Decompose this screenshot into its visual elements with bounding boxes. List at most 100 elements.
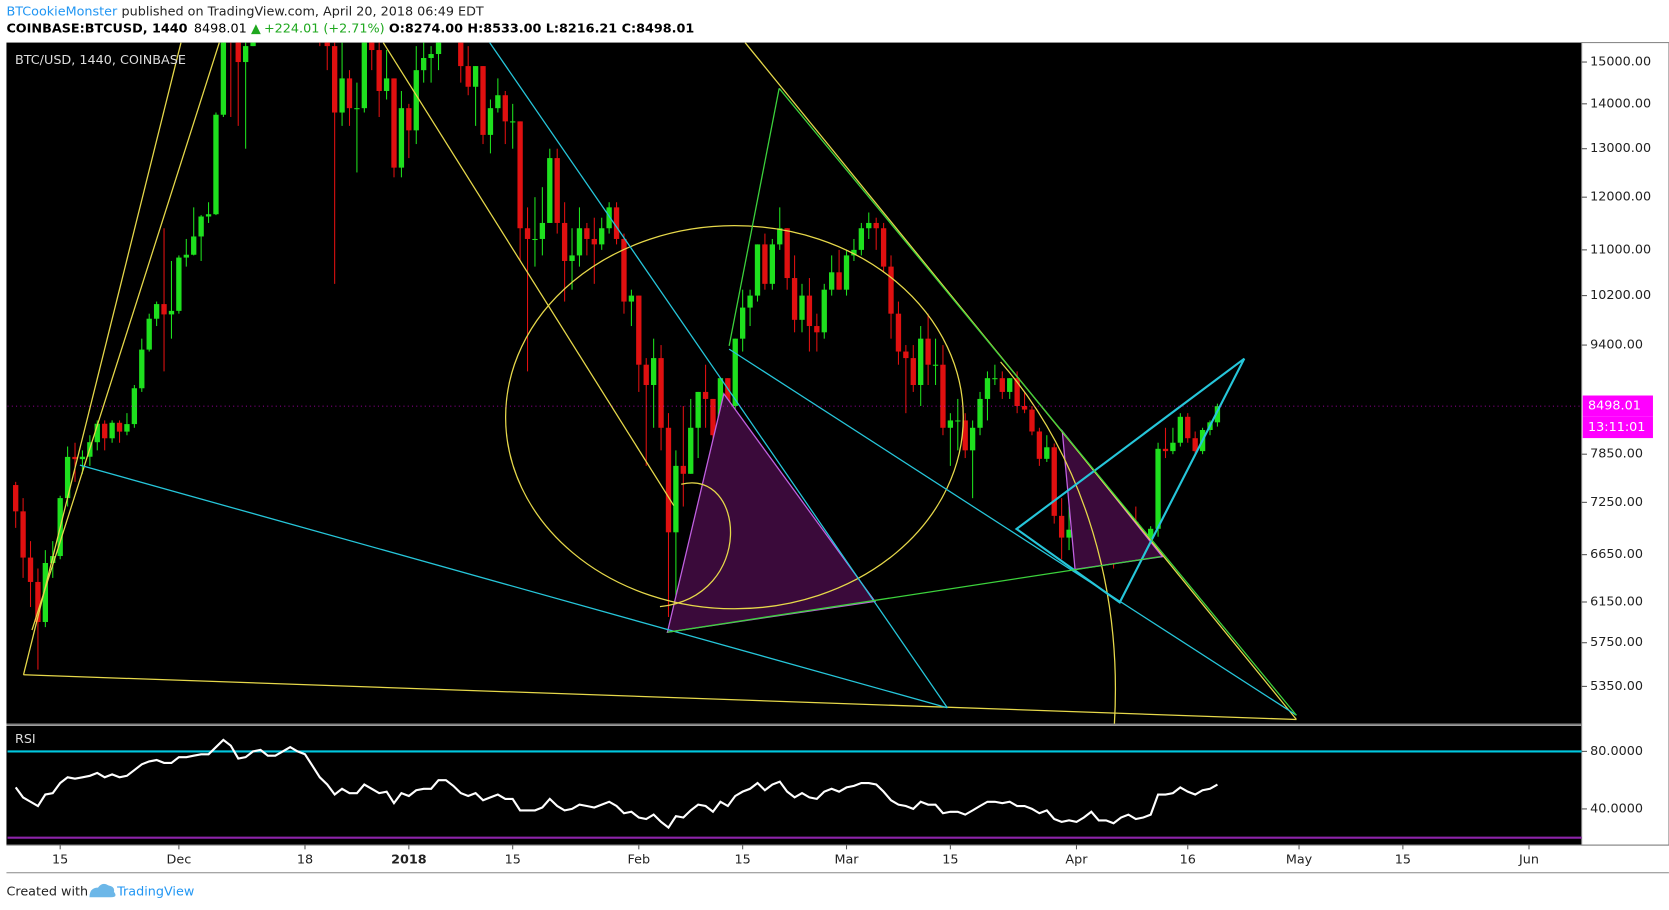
- candle-body: [791, 278, 798, 320]
- candle-body: [361, 42, 367, 109]
- candle-body: [472, 66, 479, 87]
- candle-body: [784, 228, 790, 279]
- x-tick-label: May: [1286, 852, 1313, 867]
- candle-body: [925, 338, 931, 365]
- candle-body: [94, 423, 100, 443]
- trendline: [489, 42, 948, 709]
- candle-body: [213, 114, 219, 215]
- candle-body: [665, 427, 672, 533]
- candle-body: [591, 238, 597, 245]
- candle-body: [829, 272, 835, 290]
- candle-body: [1192, 438, 1198, 452]
- candle-body: [754, 244, 761, 296]
- candle-body: [517, 121, 523, 229]
- trendline: [667, 556, 1161, 633]
- trendline: [22, 42, 182, 675]
- y-tick-label: 7250.00: [1590, 495, 1643, 510]
- circle: [504, 224, 964, 610]
- candle-body: [242, 46, 249, 63]
- candle-body: [1007, 378, 1013, 392]
- pane-title: BTC/USD, 1440, COINBASE: [15, 53, 186, 68]
- candle-body: [747, 295, 753, 308]
- candle-body: [806, 295, 813, 327]
- y-tick-label: 15000.00: [1590, 55, 1651, 70]
- candle-body: [176, 257, 182, 311]
- candle-body: [109, 422, 115, 439]
- y-tick-label: 13000.00: [1590, 141, 1651, 156]
- candle-body: [880, 228, 887, 267]
- x-tick-label: 16: [1180, 852, 1196, 867]
- drawings: [22, 42, 1297, 724]
- candle-body: [895, 313, 902, 352]
- author[interactable]: BTCookieMonster: [6, 4, 118, 19]
- candle-body: [205, 214, 212, 217]
- footer-brand[interactable]: TradingView: [116, 884, 194, 899]
- candle-body: [858, 228, 865, 250]
- x-tick-label: 15: [942, 852, 958, 867]
- trendline: [382, 42, 675, 506]
- candle-body: [680, 465, 686, 474]
- candle-body: [346, 78, 353, 109]
- candle-body: [1044, 447, 1050, 459]
- x-tick-label: 18: [297, 852, 313, 867]
- candle-body: [64, 456, 71, 499]
- candle-body: [977, 398, 983, 428]
- x-tick-label: 15: [52, 852, 68, 867]
- candle-body: [250, 42, 256, 47]
- candle-body: [732, 338, 738, 407]
- candle-body: [584, 228, 590, 239]
- candle-body: [621, 238, 627, 302]
- y-tick-label: 9400.00: [1590, 338, 1643, 353]
- countdown-box: [1582, 416, 1653, 439]
- y-tick-label: 10200.00: [1590, 288, 1651, 303]
- candle-body: [695, 391, 701, 428]
- candle-body: [576, 228, 583, 256]
- y-tick-label: 80.0000: [1590, 744, 1643, 759]
- price-axis: [1581, 42, 1669, 846]
- candle-body: [1162, 448, 1169, 452]
- candle-body: [628, 295, 635, 302]
- candle-body: [851, 249, 857, 256]
- candle-body: [465, 66, 471, 87]
- y-tick-label: 14000.00: [1590, 96, 1651, 111]
- candle-body: [769, 244, 775, 284]
- candle-body: [613, 207, 620, 239]
- y-tick-label: 40.0000: [1590, 801, 1643, 816]
- legend-ohlc: O:8274.00 H:8533.00 L:8216.21 C:8498.01: [389, 21, 694, 36]
- candle-body: [1177, 416, 1183, 443]
- candle-body: [561, 222, 568, 261]
- candle-body: [139, 349, 145, 389]
- candle-body: [999, 378, 1005, 392]
- candle-body: [932, 364, 939, 366]
- published: published on TradingView.com, April 20, …: [122, 4, 484, 19]
- y-tick-label: 5350.00: [1590, 679, 1643, 694]
- trendline: [23, 674, 1297, 721]
- candle-body: [339, 78, 345, 113]
- candle-body: [873, 222, 879, 229]
- symbol: COINBASE:BTCUSD, 1440: [6, 21, 187, 36]
- legend-change: +224.01 (+2.71%): [264, 21, 385, 36]
- candle-body: [969, 427, 976, 451]
- candle-body: [42, 563, 49, 623]
- candle-body: [866, 222, 872, 229]
- y-tick-label: 5750.00: [1590, 635, 1643, 650]
- x-tick-label: Jun: [1518, 852, 1539, 867]
- candle-body: [406, 108, 412, 131]
- candle-body: [1014, 378, 1020, 407]
- candle-body: [532, 238, 538, 241]
- candle-body: [777, 228, 783, 245]
- candle-body: [599, 228, 605, 245]
- candle-body: [547, 158, 553, 223]
- candle-body: [1185, 416, 1191, 439]
- candle-body: [146, 318, 152, 350]
- candle-body: [79, 456, 86, 460]
- arc: [659, 482, 732, 608]
- candle-body: [888, 266, 894, 314]
- candle-body: [376, 50, 382, 91]
- x-tick-label: Apr: [1065, 852, 1088, 867]
- candle-body: [435, 42, 442, 55]
- candle-body: [124, 424, 130, 432]
- candle-body: [725, 378, 731, 407]
- candle-body: [20, 511, 26, 558]
